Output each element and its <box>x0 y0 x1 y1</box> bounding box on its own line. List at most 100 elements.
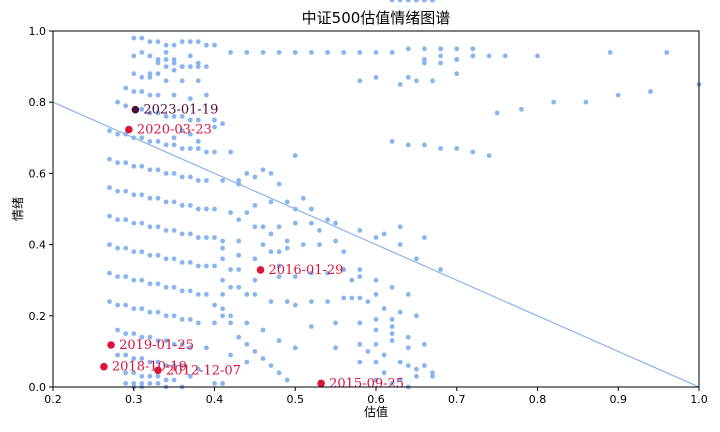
y-tick-label: 0.6 <box>29 167 47 180</box>
scatter-point <box>422 142 427 148</box>
scatter-point <box>268 199 274 205</box>
scatter-point <box>389 331 395 336</box>
scatter-point <box>454 46 460 52</box>
scatter-point <box>212 381 217 386</box>
scatter-point <box>139 50 145 55</box>
scatter-point <box>228 320 234 326</box>
scatter-point <box>212 302 217 308</box>
scatter-point <box>171 135 177 141</box>
y-tick-label: 0.2 <box>29 310 47 323</box>
scatter-point <box>187 117 193 123</box>
scatter-point <box>187 64 193 69</box>
scatter-point <box>220 277 226 283</box>
scatter-point <box>535 53 540 59</box>
scatter-point <box>155 381 161 386</box>
scatter-point <box>430 373 435 379</box>
scatter-point <box>389 317 395 322</box>
scatter-point <box>212 235 217 240</box>
scatter-point <box>252 224 258 230</box>
scatter-point <box>147 359 153 365</box>
x-tick-label: 0.8 <box>529 393 547 406</box>
scatter-point <box>179 231 185 237</box>
scatter-point <box>438 46 443 52</box>
scatter-point <box>381 352 387 358</box>
scatter-point <box>131 306 137 312</box>
x-tick-label: 0.5 <box>287 393 305 406</box>
scatter-point <box>228 352 234 358</box>
scatter-point <box>195 60 201 66</box>
scatter-point <box>317 228 322 233</box>
scatter-point <box>131 163 137 169</box>
scatter-point <box>220 306 226 312</box>
scatter-point <box>228 267 234 272</box>
scatter-point <box>195 292 201 297</box>
scatter-point <box>284 377 290 383</box>
scatter-point <box>187 174 193 180</box>
scatter-point <box>244 320 250 326</box>
scatter-point <box>139 220 145 226</box>
scatter-point <box>179 128 185 134</box>
scatter-point <box>252 256 258 262</box>
scatter-point <box>163 78 169 84</box>
scatter-point <box>171 67 177 73</box>
scatter-point <box>236 252 242 258</box>
scatter-point <box>333 320 338 326</box>
scatter-point <box>187 231 193 237</box>
scatter-point <box>373 74 379 80</box>
highlight-point <box>131 105 140 114</box>
scatter-point <box>131 53 137 59</box>
x-tick-label: 0.6 <box>367 393 385 406</box>
scatter-point <box>155 110 161 116</box>
scatter-point <box>195 139 201 144</box>
scatter-point <box>381 306 387 312</box>
scatter-point <box>163 114 169 119</box>
scatter-point <box>381 231 387 237</box>
scatter-point <box>155 39 161 45</box>
scatter-point <box>115 99 120 105</box>
scatter-point <box>373 377 379 383</box>
scatter-point <box>276 181 282 187</box>
scatter-point <box>187 373 193 379</box>
scatter-point <box>341 267 347 272</box>
scatter-point <box>139 356 145 361</box>
scatter-point <box>204 235 209 240</box>
highlight-label: 2019-01-25 <box>119 338 194 353</box>
scatter-point <box>123 274 129 279</box>
scatter-point <box>615 92 621 98</box>
scatter-point <box>171 313 177 319</box>
scatter-point <box>389 381 395 386</box>
scatter-point <box>333 220 338 226</box>
scatter-point <box>438 146 443 151</box>
scatter-point <box>260 167 266 173</box>
scatter-point <box>220 313 226 319</box>
scatter-point <box>430 0 435 3</box>
scatter-point <box>147 71 153 77</box>
highlight-label: 2012-12-07 <box>166 363 241 378</box>
scatter-point <box>300 242 306 248</box>
scatter-point <box>414 366 419 372</box>
scatter-point <box>212 263 217 269</box>
scatter-point <box>276 224 282 230</box>
scatter-point <box>389 50 395 55</box>
scatter-point <box>373 317 379 322</box>
scatter-point <box>260 356 266 361</box>
scatter-point <box>212 206 217 212</box>
scatter-point <box>155 60 161 66</box>
scatter-point <box>405 142 411 148</box>
scatter-point <box>204 292 209 297</box>
scatter-point <box>414 313 419 319</box>
scatter-point <box>179 146 185 151</box>
scatter-point <box>163 256 169 262</box>
scatter-point <box>236 267 242 272</box>
scatter-point <box>292 220 298 226</box>
scatter-point <box>220 381 226 386</box>
scatter-point <box>357 267 363 272</box>
scatter-point <box>470 46 476 52</box>
scatter-point <box>220 121 226 126</box>
scatter-point <box>171 114 177 119</box>
scatter-point <box>357 359 363 365</box>
scatter-point <box>195 39 201 45</box>
scatter-point <box>292 153 298 159</box>
scatter-point <box>123 85 129 91</box>
scatter-point <box>147 309 153 315</box>
